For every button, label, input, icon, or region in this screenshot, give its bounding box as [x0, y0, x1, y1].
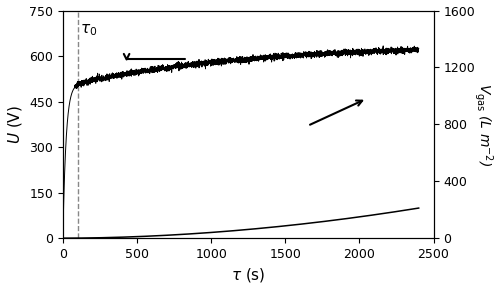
Text: $\tau_0$: $\tau_0$: [80, 23, 98, 38]
X-axis label: $\tau$ (s): $\tau$ (s): [231, 267, 266, 284]
Y-axis label: $\it{V}_{\rm gas}$ (L m$^{-2}$): $\it{V}_{\rm gas}$ (L m$^{-2}$): [472, 83, 494, 166]
Y-axis label: $U$ (V): $U$ (V): [6, 105, 24, 144]
